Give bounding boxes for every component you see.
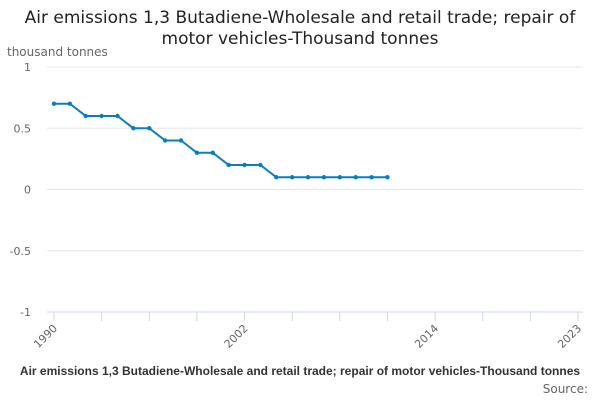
data-point	[242, 162, 247, 168]
data-point	[147, 126, 152, 131]
data-point	[83, 113, 88, 119]
series-line	[54, 102, 388, 179]
data-point	[162, 138, 168, 143]
data-point	[305, 175, 311, 180]
data-point	[385, 175, 390, 180]
y-tick-label: -0.5	[10, 245, 31, 258]
data-point	[226, 162, 231, 168]
x-tick-label: 2014	[412, 322, 441, 351]
y-tick-label: 0.5	[14, 122, 32, 135]
chart-caption: Air emissions 1,3 Butadiene-Wholesale an…	[19, 364, 581, 378]
data-point	[115, 113, 120, 119]
data-point	[67, 101, 73, 106]
data-point	[131, 126, 136, 131]
data-point	[289, 175, 295, 180]
chart-title: Air emissions 1,3 Butadiene-Wholesale an…	[24, 8, 576, 49]
data-point	[178, 138, 184, 143]
data-point	[194, 150, 200, 155]
data-point	[321, 175, 327, 180]
data-point	[337, 175, 343, 180]
data-point	[99, 113, 104, 119]
x-tick-label: 2023	[555, 322, 584, 351]
source-label: Source:	[542, 382, 588, 396]
data-point	[51, 101, 57, 106]
x-tick-label: 1990	[31, 322, 60, 351]
y-tick-label: -1	[20, 306, 31, 319]
data-point	[210, 150, 215, 155]
x-tick-label: 2002	[222, 322, 251, 351]
data-point	[274, 175, 279, 180]
data-point	[258, 162, 263, 168]
data-point	[369, 175, 374, 180]
y-axis-label: thousand tonnes	[7, 45, 108, 59]
y-tick-label: 1	[24, 61, 31, 74]
y-tick-label: 0	[24, 184, 31, 197]
data-point	[353, 175, 358, 180]
